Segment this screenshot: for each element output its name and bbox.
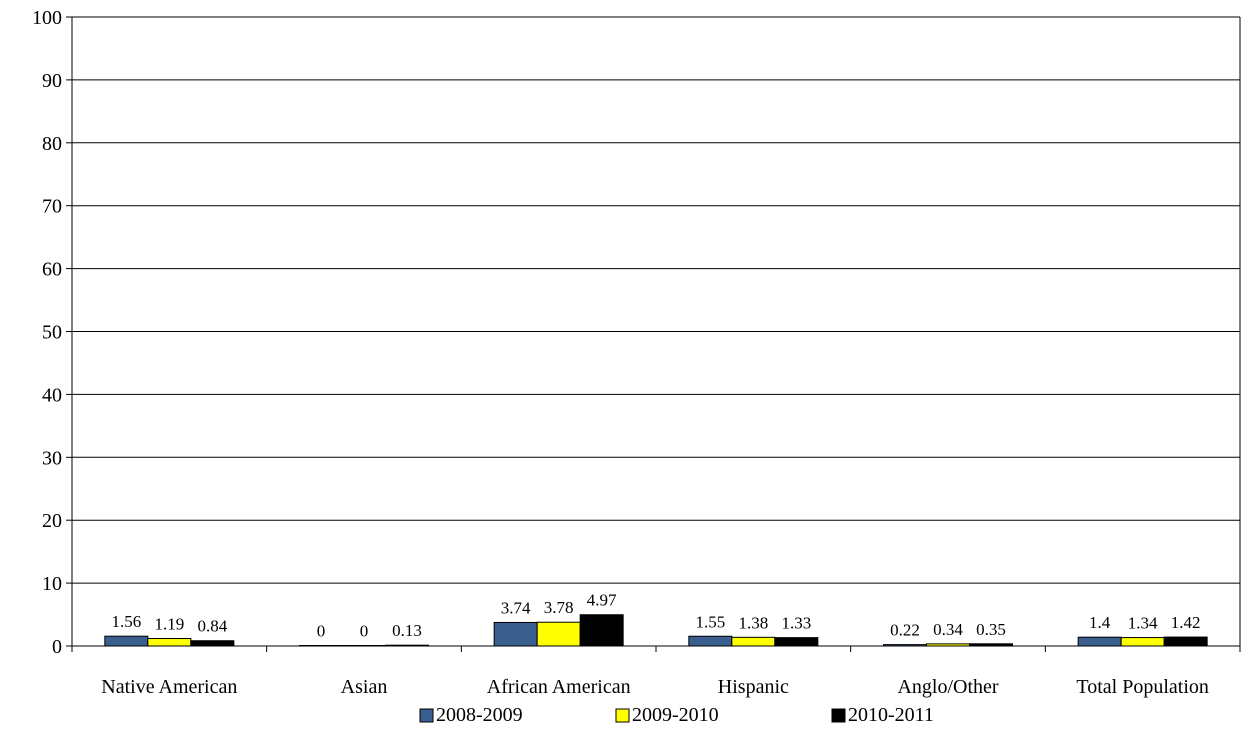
y-tick-label: 100 [32,7,62,29]
data-labels: 1.56 1.19 0.84 0 0 0.13 3.74 3.78 4.97 1.55 1.38 1.… [111,591,1200,641]
data-label: 1.33 [781,614,811,633]
category-label: Native American [101,676,237,698]
bar-2009-2010-hispanic [731,636,776,647]
y-tick-label: 0 [52,636,62,658]
legend-swatch [419,708,434,723]
category-label: African American [487,676,631,698]
y-axis-tick-labels: 0 10 20 30 40 50 60 70 80 90 100 [32,7,62,658]
bar-2008-2009-native-american [104,635,149,647]
data-label: 0 [360,622,369,641]
data-label: 3.78 [544,598,574,617]
category-label: Asian [341,676,388,698]
category-label: Total Population [1076,676,1208,698]
bar-2008-2009-hispanic [688,635,733,647]
legend: 2008-2009 2009-2010 2010-2011 [419,704,934,726]
bar-2010-2011-african-american [579,614,624,647]
y-tick-label: 10 [42,573,62,595]
data-label: 0.84 [197,617,227,636]
data-label: 0.34 [933,620,963,639]
data-label: 1.42 [1171,613,1201,632]
legend-swatch [831,708,846,723]
data-label: 1.19 [154,615,184,634]
data-label: 0.35 [976,620,1006,639]
y-tick-label: 80 [42,133,62,155]
category-label: Anglo/Other [897,676,998,698]
gridlines [66,16,1240,647]
data-label: 1.38 [738,613,768,632]
data-label: 4.97 [587,591,617,610]
y-tick-label: 50 [42,322,62,344]
bar-2009-2010-native-american [147,638,192,647]
data-label: 1.34 [1128,614,1158,633]
bar-2008-2009-total-population [1077,636,1122,647]
bar-2010-2011-native-american [190,640,235,647]
legend-label: 2008-2009 [436,704,523,726]
data-label: 0.13 [392,621,422,640]
y-tick-label: 70 [42,196,62,218]
bars [104,614,1208,647]
y-tick-label: 20 [42,510,62,532]
data-label: 0 [317,622,326,641]
bar-2010-2011-hispanic [774,637,819,647]
data-label: 1.55 [695,612,725,631]
category-label: Hispanic [718,676,789,698]
legend-label: 2009-2010 [632,704,719,726]
y-tick-label: 30 [42,447,62,469]
y-tick-label: 90 [42,70,62,92]
bar-2010-2011-total-population [1163,636,1208,647]
bar-2009-2010-total-population [1120,637,1165,647]
data-label: 3.74 [501,598,531,617]
data-label: 1.4 [1089,613,1111,632]
bar-2008-2009-african-american [493,621,538,647]
y-tick-label: 40 [42,384,62,406]
axes [71,17,1241,652]
bar-2009-2010-african-american [536,621,581,647]
data-label: 0.22 [890,621,920,640]
data-label: 1.56 [111,612,141,631]
legend-swatch [615,708,630,723]
x-axis-category-labels: Native American Asian African American Hisp… [101,676,1209,698]
y-tick-label: 60 [42,259,62,281]
legend-label: 2010-2011 [848,704,934,726]
